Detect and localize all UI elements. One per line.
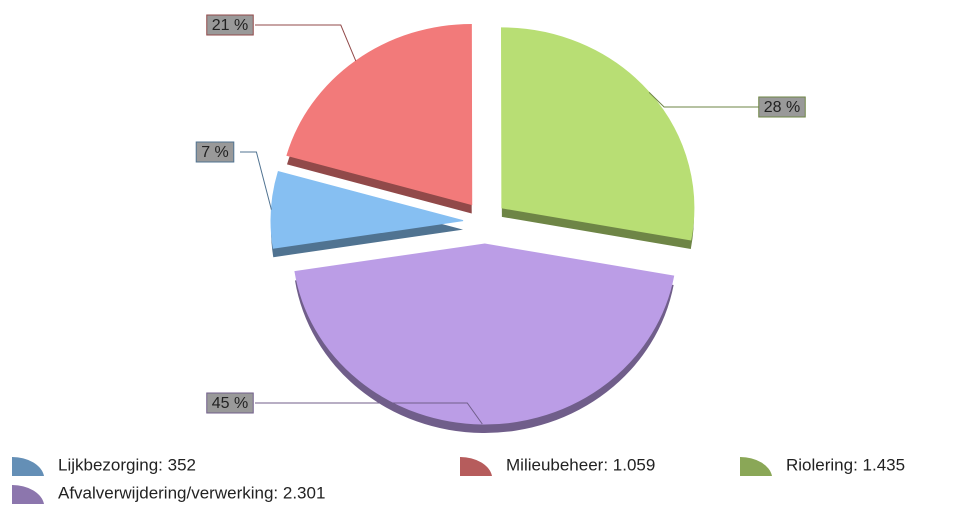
slice-face <box>501 27 695 241</box>
slice <box>501 27 695 249</box>
legend-icon <box>740 456 772 476</box>
legend-icon <box>460 456 492 476</box>
data-label: 21 % <box>212 17 248 34</box>
leader-line <box>240 151 272 210</box>
slice <box>286 23 473 214</box>
data-label: 45 % <box>212 395 248 412</box>
data-label-box <box>206 14 254 36</box>
legend-icon <box>12 484 44 504</box>
data-label-box <box>758 96 806 118</box>
slice <box>294 243 675 433</box>
slice-face <box>270 170 464 249</box>
data-label-box <box>195 141 235 163</box>
data-label-box <box>206 392 254 414</box>
data-label: 7 % <box>201 144 229 161</box>
legend-label: Lijkbezorging: 352 <box>58 455 196 474</box>
legend-label: Afvalverwijdering/verwerking: 2.301 <box>58 483 325 502</box>
legend-icon <box>12 456 44 476</box>
data-label: 28 % <box>764 99 800 116</box>
legend-label: Riolering: 1.435 <box>786 455 905 474</box>
legend-label: Milieubeheer: 1.059 <box>506 455 655 474</box>
leader-line <box>648 92 760 108</box>
slice-face <box>294 243 675 425</box>
slice <box>270 170 464 258</box>
slice-face <box>286 23 473 206</box>
leader-line <box>255 402 483 425</box>
leader-line <box>255 24 357 62</box>
